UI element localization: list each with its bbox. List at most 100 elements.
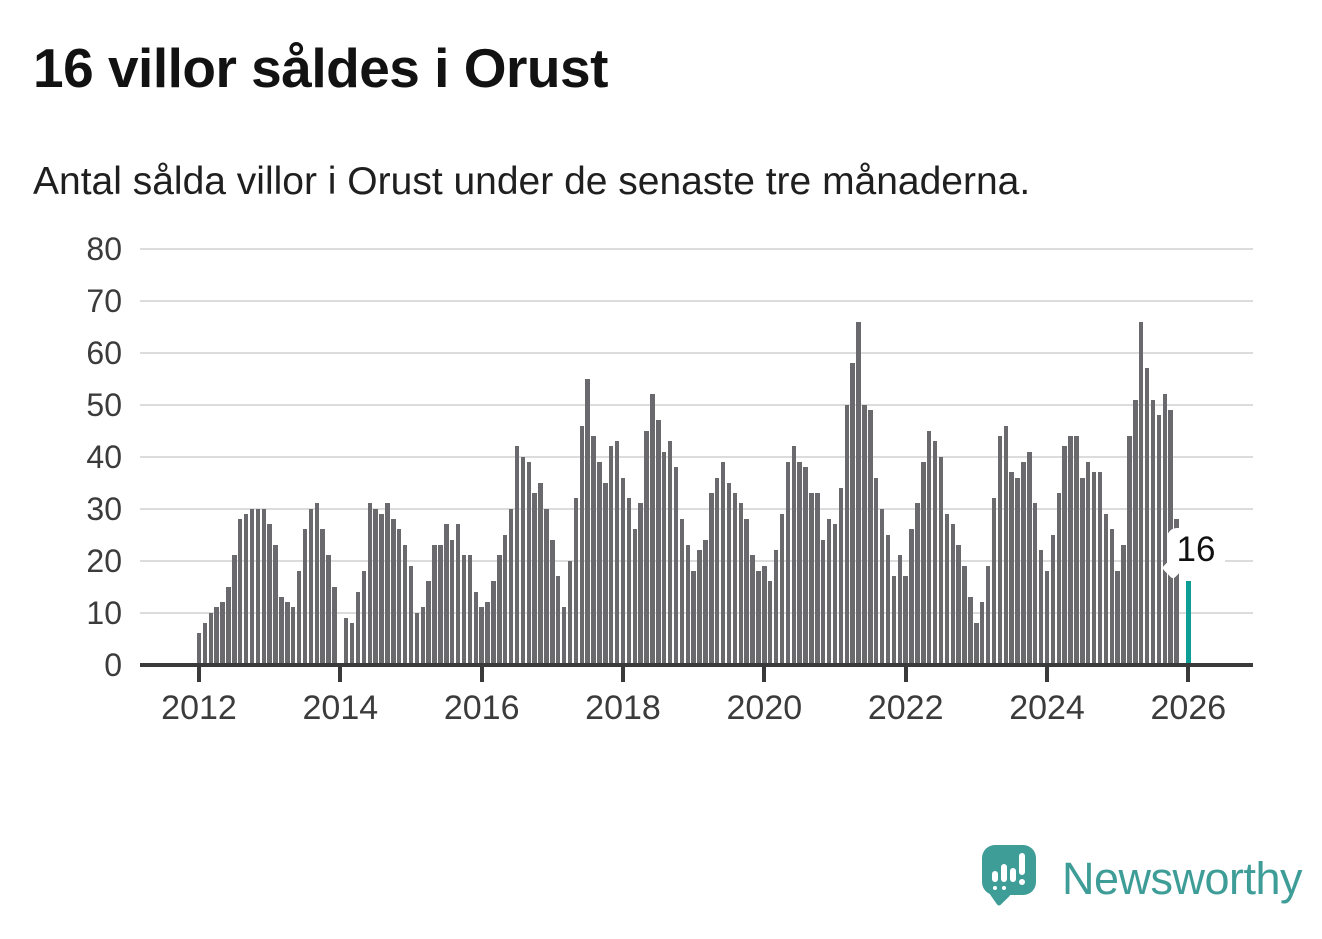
gridline-y20 xyxy=(140,559,1253,562)
bar xyxy=(762,565,767,665)
bar xyxy=(709,493,714,665)
bar xyxy=(1097,472,1103,665)
bar xyxy=(932,441,938,665)
bar xyxy=(903,576,908,665)
bar xyxy=(214,607,219,665)
x-axis-label: 2012 xyxy=(161,688,237,727)
bar xyxy=(1056,493,1061,665)
bar xyxy=(556,576,561,665)
x-axis-label: 2022 xyxy=(867,688,944,727)
bar xyxy=(402,545,408,665)
gridline-y30 xyxy=(140,507,1253,510)
bar xyxy=(314,503,319,665)
bar xyxy=(438,545,443,665)
bar xyxy=(603,482,608,665)
bar xyxy=(650,394,655,665)
bar xyxy=(744,519,749,665)
bar xyxy=(715,477,720,665)
chart-subtitle: Antal sålda villor i Orust under de sena… xyxy=(33,160,1031,203)
bar xyxy=(1044,571,1050,665)
bar xyxy=(726,482,732,665)
bar xyxy=(561,607,567,665)
bar xyxy=(538,482,543,665)
bar xyxy=(361,571,367,665)
bar xyxy=(414,612,420,665)
y-axis-label: 70 xyxy=(86,282,122,319)
bar xyxy=(473,591,478,665)
bar xyxy=(756,571,761,665)
bar xyxy=(667,441,673,665)
bar xyxy=(891,576,897,665)
y-axis-label: 80 xyxy=(86,231,122,267)
bar xyxy=(1086,461,1091,665)
bar xyxy=(591,435,596,665)
bar xyxy=(644,430,649,665)
bar xyxy=(921,461,926,665)
bar xyxy=(243,513,249,665)
bar xyxy=(567,560,573,665)
x-axis-label: 2014 xyxy=(302,688,379,727)
bar xyxy=(991,498,997,665)
newsworthy-branding: Newsworthy xyxy=(982,843,1312,933)
x-axis-line xyxy=(140,662,1253,667)
bar xyxy=(1174,519,1179,665)
y-axis-label: 30 xyxy=(86,490,122,527)
y-axis-label: 0 xyxy=(104,646,122,683)
bar xyxy=(938,456,944,665)
bar xyxy=(720,461,726,665)
bar xyxy=(909,529,914,665)
x-axis-tick xyxy=(1045,666,1050,682)
x-axis-label: 2018 xyxy=(585,688,661,727)
bar xyxy=(1162,394,1167,665)
bar xyxy=(1156,415,1162,665)
bar xyxy=(308,508,314,665)
bar xyxy=(1074,435,1079,665)
bar xyxy=(597,461,602,665)
bar xyxy=(944,513,950,665)
x-axis-tick xyxy=(1186,666,1191,682)
bar xyxy=(968,596,973,665)
bar xyxy=(897,555,902,665)
bar xyxy=(791,446,796,665)
bar xyxy=(1133,399,1138,665)
bar xyxy=(1150,399,1156,665)
bar xyxy=(1080,477,1085,665)
bar xyxy=(296,571,302,665)
bar xyxy=(821,539,826,665)
bar xyxy=(927,430,932,665)
bar xyxy=(455,524,461,665)
x-axis-tick xyxy=(762,666,767,682)
bar xyxy=(614,441,620,665)
x-axis-label: 2020 xyxy=(726,688,803,727)
bar xyxy=(732,493,738,665)
bar xyxy=(1021,461,1026,665)
highlight-value-callout: 16 xyxy=(1161,528,1225,580)
bar xyxy=(1015,477,1020,665)
bar xyxy=(391,519,396,665)
bar xyxy=(503,534,508,665)
y-axis-label: 40 xyxy=(86,438,122,475)
bar xyxy=(461,555,467,665)
bar xyxy=(874,477,879,665)
bar xyxy=(738,503,743,665)
bar xyxy=(344,617,349,665)
bar xyxy=(885,534,891,665)
bar xyxy=(508,508,514,665)
bar xyxy=(520,456,526,665)
y-axis-label: 10 xyxy=(86,594,122,631)
x-axis-tick xyxy=(903,666,908,682)
highlight-value-label: 16 xyxy=(1176,530,1216,569)
bar xyxy=(550,539,555,665)
x-axis-tick xyxy=(338,666,343,682)
bar xyxy=(773,550,779,665)
bar xyxy=(420,607,425,665)
bar xyxy=(620,477,626,665)
bar xyxy=(1009,472,1014,665)
bar xyxy=(1109,529,1114,665)
bar xyxy=(985,565,991,665)
bar xyxy=(497,555,502,665)
bar xyxy=(491,581,496,665)
bar xyxy=(850,363,855,665)
bar xyxy=(532,493,537,665)
